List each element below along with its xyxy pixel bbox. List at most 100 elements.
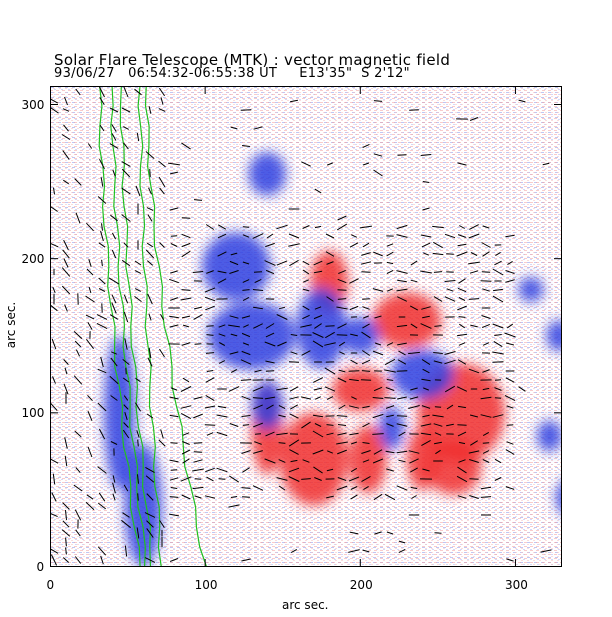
field-vector (446, 288, 454, 292)
field-vector (396, 224, 408, 230)
field-vector (435, 449, 441, 455)
field-vector (348, 405, 360, 409)
field-vector (300, 396, 312, 400)
field-vector (396, 370, 408, 372)
field-vector (74, 340, 82, 348)
field-vector (421, 439, 431, 447)
field-vector (444, 296, 456, 302)
field-vector (241, 558, 251, 562)
field-vector (242, 296, 250, 302)
field-vector (182, 441, 190, 445)
field-vector (146, 493, 154, 501)
field-vector (362, 549, 370, 553)
field-vector (122, 429, 130, 439)
field-vector (253, 126, 263, 130)
field-vector (410, 387, 418, 391)
field-vector (253, 450, 263, 454)
field-vector (87, 411, 93, 421)
field-vector (518, 99, 526, 103)
field-vector (336, 441, 348, 445)
field-vector (482, 459, 490, 463)
field-vector (314, 396, 322, 400)
field-vector (242, 496, 250, 498)
field-vector (469, 270, 479, 274)
field-vector (482, 450, 490, 454)
field-vector (218, 342, 226, 346)
field-vector (468, 450, 480, 454)
field-vector (86, 494, 94, 500)
field-vector (276, 432, 288, 436)
field-vector (135, 377, 141, 383)
negative-polarity-region (546, 320, 562, 352)
field-vector (372, 433, 384, 435)
field-vector (396, 296, 408, 302)
field-vector (420, 432, 432, 436)
field-vector (444, 351, 456, 355)
field-vector (169, 396, 179, 400)
field-vector (121, 161, 131, 167)
field-vector (481, 242, 491, 248)
field-vector (469, 224, 479, 230)
field-vector (301, 478, 311, 480)
field-vector (52, 473, 56, 485)
field-vector (134, 270, 142, 274)
field-vector (410, 260, 418, 266)
field-vector (88, 259, 92, 267)
field-vector (205, 224, 215, 230)
field-vector (145, 475, 155, 483)
field-vector (350, 359, 358, 365)
field-vector (470, 440, 478, 446)
negative-polarity-region (537, 420, 562, 452)
field-vector (205, 352, 215, 354)
field-vector (158, 176, 166, 188)
field-vector (410, 323, 418, 329)
field-vector (350, 333, 358, 337)
field-vector (216, 431, 228, 437)
field-vector (146, 413, 154, 419)
field-vector (290, 99, 298, 103)
field-vector (362, 143, 370, 149)
field-vector (540, 549, 552, 553)
field-vector (313, 270, 323, 274)
field-vector (384, 369, 396, 373)
field-vector (62, 557, 70, 563)
field-vector (372, 288, 384, 292)
field-vector (360, 261, 372, 265)
field-vector (398, 548, 406, 554)
field-vector (433, 296, 443, 302)
field-vector (137, 474, 139, 484)
field-vector (314, 423, 322, 427)
field-vector (62, 249, 70, 259)
field-vector (146, 528, 154, 538)
field-vector (386, 414, 394, 418)
field-vector (97, 502, 107, 510)
field-vector (289, 404, 299, 410)
field-vector (111, 249, 117, 259)
field-vector (160, 314, 164, 320)
field-vector (170, 442, 178, 444)
field-vector (373, 153, 383, 157)
field-vector (288, 243, 300, 247)
field-vector (409, 396, 419, 400)
field-vector (457, 495, 467, 499)
field-vector (123, 126, 129, 130)
field-vector (122, 359, 130, 365)
field-vector (242, 424, 250, 426)
field-vector (159, 242, 165, 248)
field-vector (88, 286, 92, 294)
field-vector (313, 466, 323, 474)
field-vector (169, 207, 179, 211)
field-vector (456, 386, 468, 392)
field-vector (350, 467, 358, 473)
field-vector (302, 459, 310, 463)
field-vector (169, 414, 179, 418)
field-vector (253, 404, 263, 410)
field-vector (137, 493, 139, 501)
field-vector (361, 271, 371, 273)
field-vector (348, 476, 360, 482)
field-vector (372, 413, 384, 419)
field-vector (492, 323, 504, 329)
field-vector (494, 477, 502, 481)
field-vector (372, 397, 384, 399)
field-vector (170, 270, 178, 274)
